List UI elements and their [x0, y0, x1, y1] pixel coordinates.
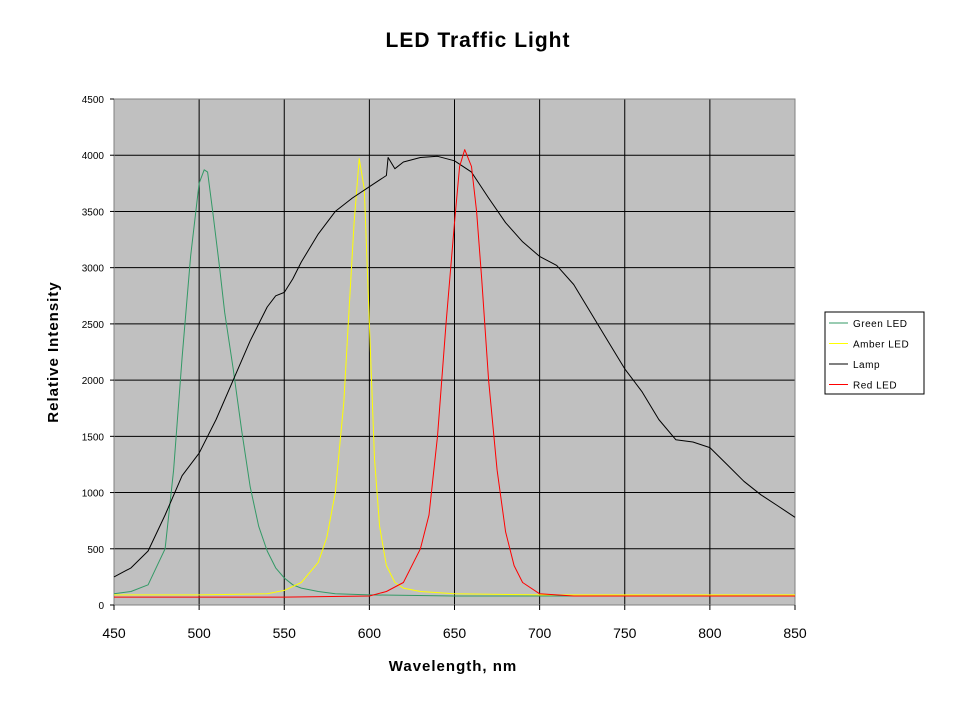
legend-box [824, 311, 925, 395]
x-axis-ticks: 450 500 550 600 650 700 750 800 850 [102, 605, 807, 641]
x-tick-label: 650 [443, 625, 467, 641]
x-tick-label: 450 [102, 625, 126, 641]
y-tick-label: 0 [98, 601, 104, 612]
series-line-amber-led [114, 158, 795, 596]
legend-label: Amber LED [853, 340, 909, 351]
series-line-lamp [113, 155, 796, 578]
x-tick-label: 700 [528, 625, 552, 641]
x-tick-label: 550 [273, 625, 297, 641]
x-axis-label: Wavelength, nm [389, 658, 517, 675]
chart-title: LED Traffic Light [386, 29, 571, 52]
y-tick-label: 3500 [82, 207, 105, 218]
series-line-red-led [114, 149, 795, 598]
y-tick-label: 2000 [82, 376, 105, 387]
legend-label: Red LED [853, 381, 897, 392]
x-tick-label: 800 [698, 625, 722, 641]
legend: Green LED Amber LED Lamp Red LED [824, 311, 925, 395]
y-axis-ticks: 0 500 1000 1500 2000 2500 3000 3500 4000 4500 [82, 95, 114, 612]
x-tick-label: 850 [783, 625, 807, 641]
y-tick-label: 1500 [82, 432, 105, 443]
y-tick-label: 3000 [82, 264, 105, 275]
y-tick-label: 4000 [82, 151, 105, 162]
legend-items: Green LED Amber LED Lamp Red LED [829, 319, 909, 392]
y-tick-label: 2500 [82, 320, 105, 331]
x-tick-label: 500 [187, 625, 211, 641]
series-line-green-led [113, 169, 795, 597]
legend-label: Lamp [853, 360, 880, 371]
x-tick-label: 600 [358, 625, 382, 641]
y-tick-label: 1000 [82, 489, 105, 500]
series-lines [113, 149, 796, 598]
y-tick-label: 500 [87, 545, 104, 556]
legend-label: Green LED [853, 319, 908, 330]
x-tick-label: 750 [613, 625, 637, 641]
y-tick-label: 4500 [82, 95, 105, 106]
y-axis-label: Relative Intensity [45, 281, 62, 422]
